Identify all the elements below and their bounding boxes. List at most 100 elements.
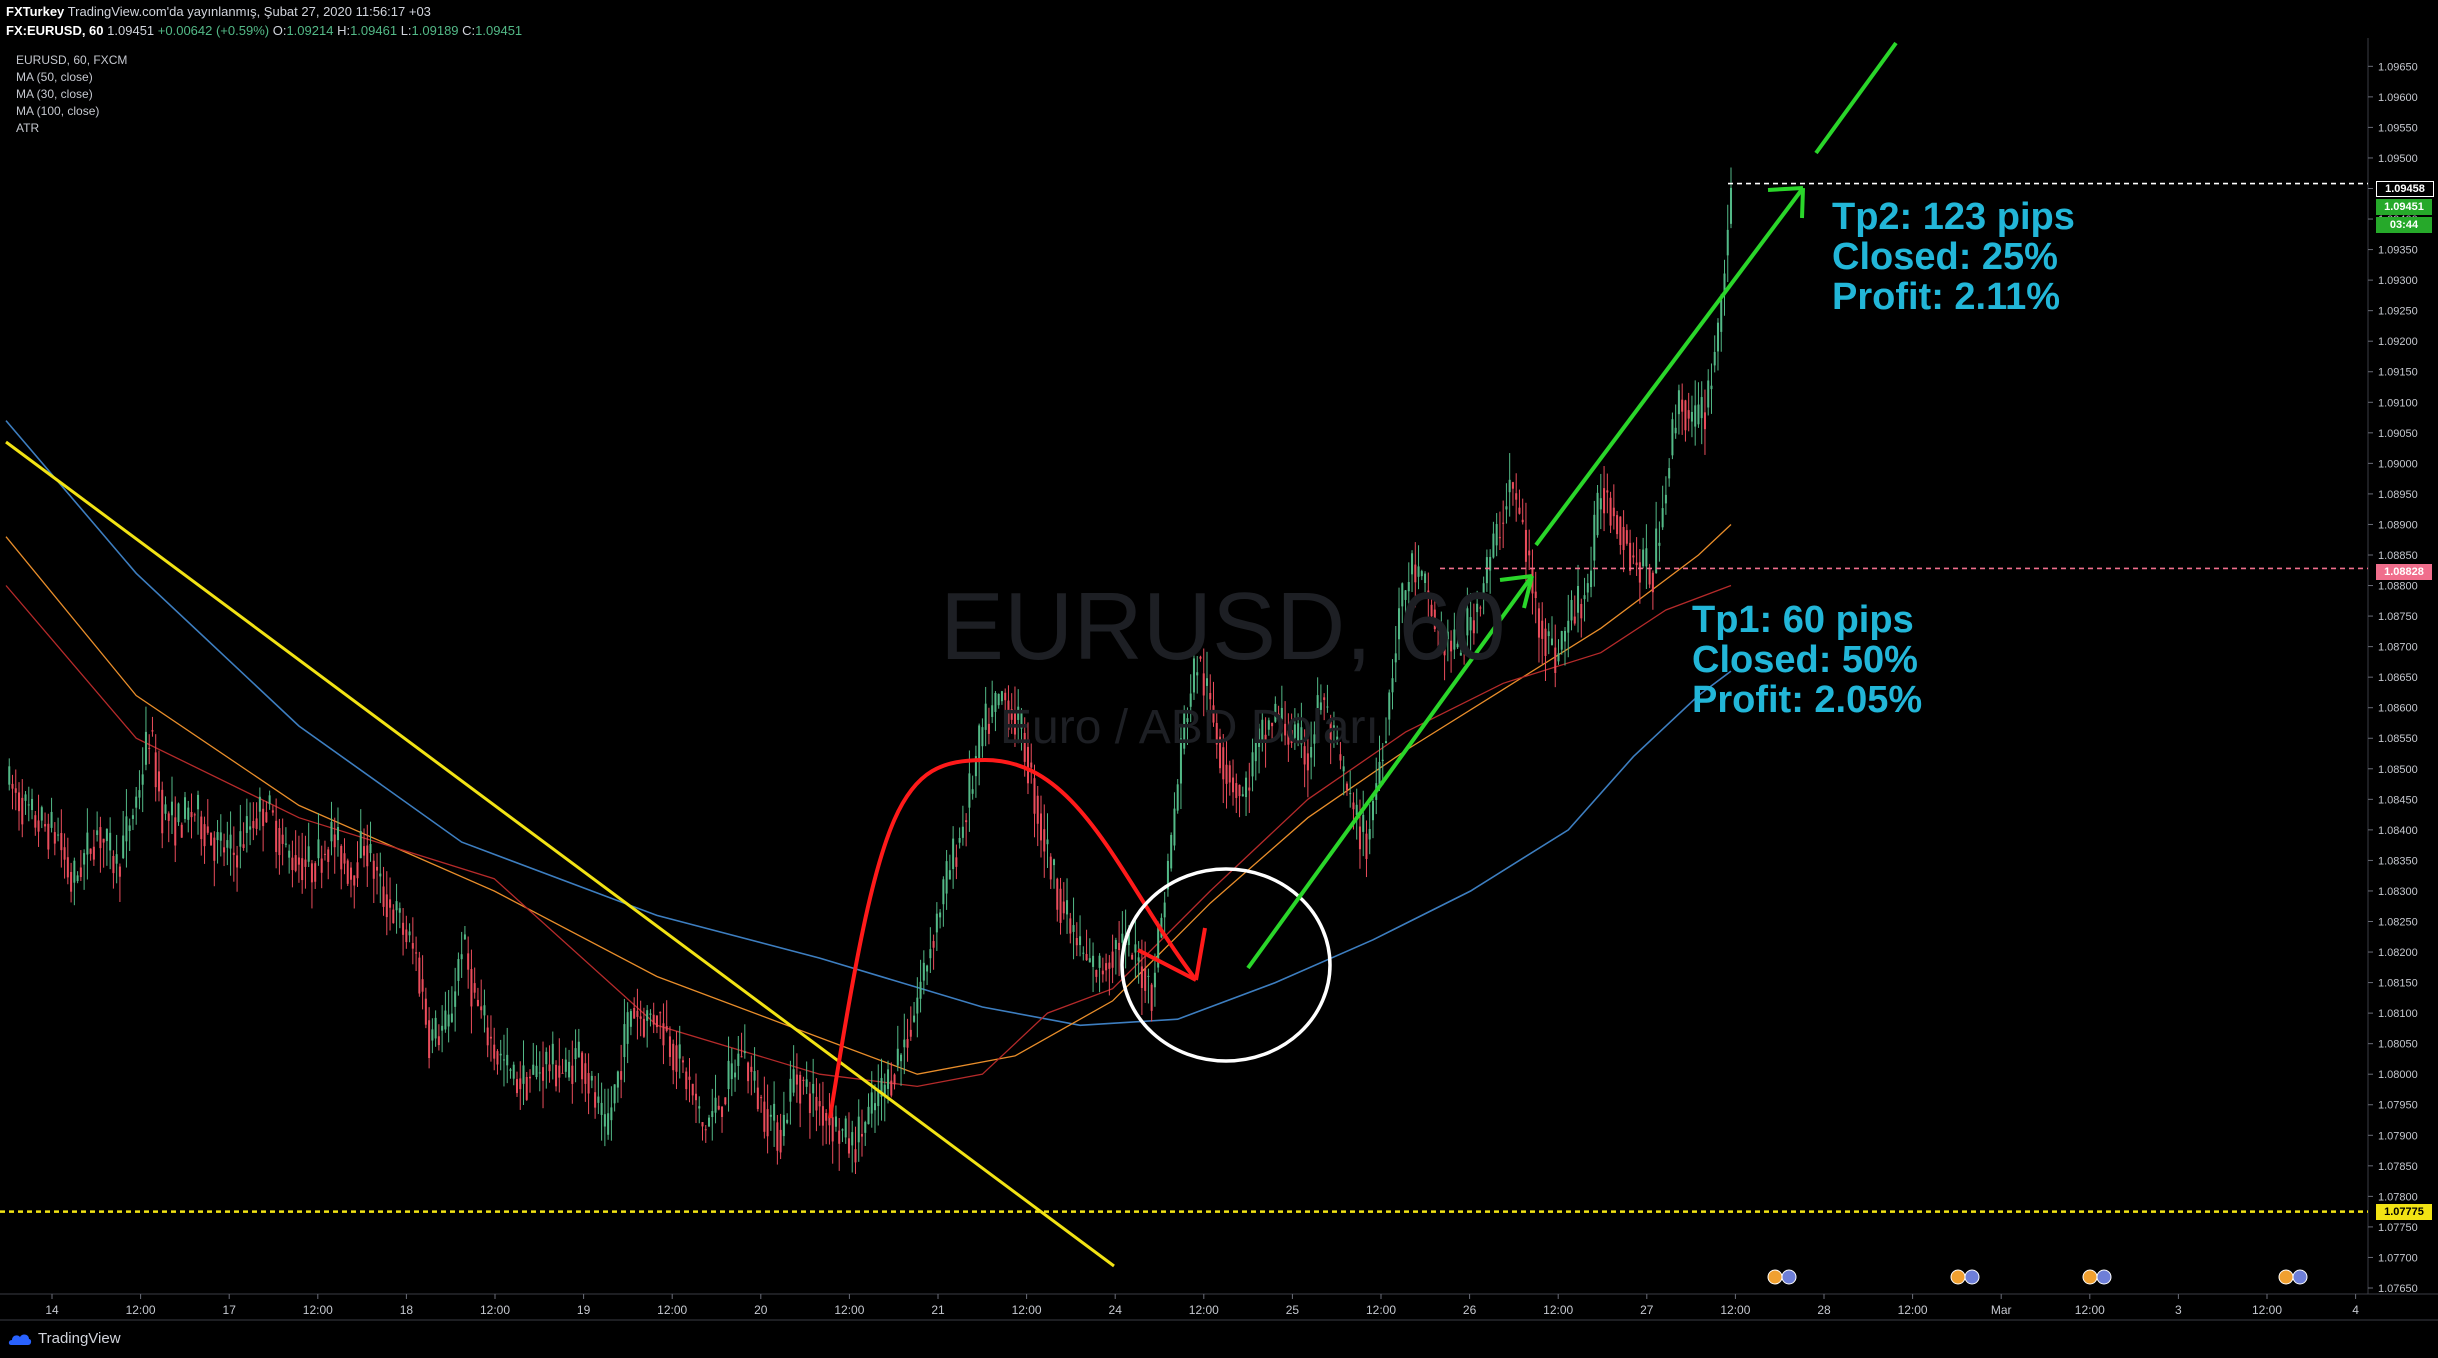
candle-bear (662, 1023, 665, 1046)
candle-bull (1466, 608, 1469, 636)
candle-bull (50, 811, 53, 828)
candle-bull (1570, 600, 1573, 621)
candle-bull (1485, 557, 1488, 584)
candle-bear (1140, 966, 1143, 988)
publisher-name[interactable]: FXTurkey (6, 4, 65, 19)
candle-bear (795, 1074, 798, 1085)
publish-info: FXTurkey TradingView.com'da yayınlanmış,… (6, 4, 431, 19)
countdown-tag: 03:44 (2376, 217, 2432, 233)
candle-bear (584, 1063, 587, 1084)
x-tick-label: 21 (931, 1303, 945, 1317)
candle-bear (766, 1109, 769, 1137)
candle-bear (529, 1076, 532, 1079)
candle-bull (359, 831, 362, 859)
candle-bull (974, 756, 977, 777)
x-tick-label: 25 (1286, 1303, 1300, 1317)
event-marker-icon (2096, 1269, 2112, 1285)
candle-bull (1186, 718, 1189, 723)
candle-bear (1329, 719, 1332, 741)
candle-bear (242, 844, 245, 848)
indicator-main-series[interactable]: EURUSD, 60, FXCM (16, 53, 128, 67)
candle-bear (1222, 747, 1225, 780)
candle-bull (903, 1039, 906, 1048)
candle-bull (730, 1063, 733, 1080)
candle-bull (125, 816, 128, 842)
candle-bear (310, 863, 313, 883)
tradingview-logo[interactable]: TradingView (8, 1330, 121, 1347)
candle-bear (34, 815, 37, 828)
candle-bull (1642, 549, 1645, 567)
candle-bull (1655, 528, 1658, 574)
candle-bear (1365, 833, 1368, 859)
indicator-atr[interactable]: ATR (16, 121, 40, 135)
candle-bull (896, 1048, 899, 1066)
ma30-line (5, 584, 1732, 1088)
candle-bear (1095, 969, 1098, 977)
candle-bull (1300, 727, 1303, 745)
candle-bull (698, 1106, 701, 1109)
candle-bull (805, 1079, 808, 1087)
x-tick-label: 4 (2352, 1303, 2359, 1317)
candle-bull (1121, 933, 1124, 943)
y-tick-label: 1.09650 (2378, 61, 2418, 73)
candle-bear (515, 1079, 518, 1094)
candle-bull (1394, 653, 1397, 663)
candle-bull (1599, 498, 1602, 510)
candle-bull (942, 879, 945, 905)
candle-bear (428, 1020, 431, 1059)
candle-bear (291, 857, 294, 871)
candle-bull (948, 870, 951, 880)
candle-bull (1710, 385, 1713, 390)
candle-bull (708, 1117, 711, 1127)
candle-bull (1000, 691, 1003, 702)
candle-bull (1492, 533, 1495, 558)
candle-bear (1515, 493, 1518, 500)
event-marker-icon (2082, 1269, 2098, 1285)
y-tick-label: 1.08000 (2378, 1069, 2418, 1081)
candle-bear (701, 1122, 704, 1127)
candle-bull (538, 1072, 541, 1074)
candle-bear (262, 808, 265, 827)
candle-bull (96, 830, 99, 835)
candle-bear (1479, 607, 1482, 609)
candle-bull (1137, 957, 1140, 962)
candle-bull (307, 846, 310, 862)
candle-bull (229, 834, 232, 849)
candle-bull (226, 840, 229, 848)
candle-bear (776, 1122, 779, 1151)
candle-bear (825, 1113, 828, 1121)
candle-bull (877, 1090, 880, 1107)
publish-date: TradingView.com'da yayınlanmış, Şubat 27… (67, 4, 431, 19)
candle-bull (109, 832, 112, 851)
candle-bull (1391, 678, 1394, 693)
candle-bull (978, 725, 981, 763)
indicator-ma100[interactable]: MA (100, close) (16, 104, 100, 118)
change-value: +0.00642 (+0.59%) (157, 23, 270, 38)
y-tick-label: 1.08200 (2378, 947, 2418, 959)
candle-bear (1131, 954, 1134, 960)
candle-bull (1645, 548, 1648, 567)
symbol-label[interactable]: FX:EURUSD, 60 (6, 23, 104, 38)
candle-bull (545, 1051, 548, 1065)
y-tick-label: 1.09300 (2378, 275, 2418, 287)
candle-bear (11, 783, 14, 789)
candle-bull (935, 913, 938, 933)
candle-bear (47, 823, 50, 850)
indicator-ma50[interactable]: MA (50, close) (16, 70, 93, 84)
candle-bear (66, 857, 69, 878)
candle-bull (958, 837, 961, 843)
indicator-ma30[interactable]: MA (30, close) (16, 87, 93, 101)
candle-bull (1355, 804, 1358, 816)
candle-bull (737, 1053, 740, 1066)
candle-bull (734, 1072, 737, 1078)
x-tick-label: 12:00 (657, 1303, 687, 1317)
candle-bull (441, 1025, 444, 1031)
last-value: 1.09451 (107, 23, 155, 38)
candle-bear (965, 820, 968, 823)
candle-bear (1427, 590, 1430, 599)
y-tick-label: 1.07700 (2378, 1252, 2418, 1264)
candle-bull (1241, 794, 1244, 797)
candle-bull (460, 954, 463, 960)
candle-bear (1339, 754, 1342, 761)
